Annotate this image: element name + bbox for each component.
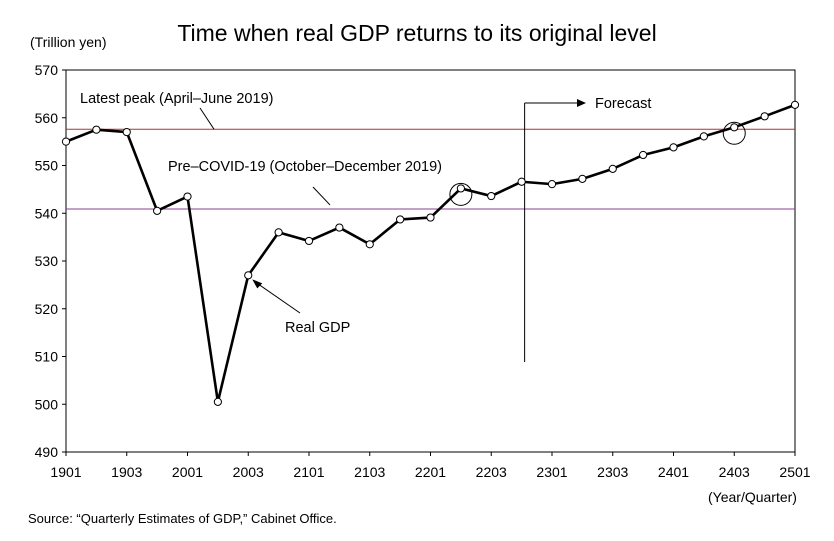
chart-title: Time when real GDP returns to its origin… [177, 20, 657, 46]
x-tick-label: 2401 [658, 464, 689, 480]
data-point [578, 174, 587, 183]
y-tick-label: 500 [35, 396, 59, 412]
x-tick-label: 2403 [719, 464, 750, 480]
data-point [92, 125, 101, 134]
data-point [669, 143, 678, 152]
data-point [790, 100, 800, 109]
x-tick-label: 1901 [50, 464, 81, 480]
data-point [183, 192, 192, 201]
data-point [547, 180, 557, 189]
highlight-circle [722, 121, 746, 145]
data-point [608, 164, 617, 173]
y-tick-label: 510 [35, 349, 59, 365]
data-point [213, 397, 222, 406]
reference-line-label: Pre–COVID-19 (October–December 2019) [168, 159, 442, 175]
data-point [639, 150, 648, 160]
y-tick-label: 570 [35, 62, 59, 78]
x-axis-unit-label: (Year/Quarter) [708, 489, 797, 505]
data-point [335, 223, 344, 232]
series-label-arrowhead [252, 279, 263, 289]
highlight-circle [449, 182, 473, 206]
source-note: Source: “Quarterly Estimates of GDP,” Ca… [28, 511, 337, 526]
series-group [61, 100, 800, 406]
forecast-label: Forecast [595, 96, 651, 112]
y-tick-label: 520 [35, 301, 59, 317]
y-tick-label: 550 [35, 158, 59, 174]
y-tick-label: 530 [35, 253, 59, 269]
data-point [274, 228, 283, 237]
data-point [153, 206, 162, 215]
x-tick-label: 2101 [293, 464, 324, 480]
data-point [426, 213, 435, 222]
plot-frame [65, 69, 796, 453]
series-label: Real GDP [285, 320, 350, 336]
reference-leader-line [199, 107, 215, 130]
data-point [365, 240, 374, 249]
x-tick-label: 2203 [476, 464, 507, 480]
reference-lines-group: Latest peak (April–June 2019) Pre–COVID-1… [66, 91, 795, 210]
reference-leader-line [312, 186, 331, 206]
x-tick-label: 2003 [233, 464, 264, 480]
y-tick-label: 490 [35, 444, 59, 460]
axes-group: 490 500 510 520 530 540 550 560 570 1901 1903 2001 2… [35, 62, 811, 480]
reference-line-label: Latest peak (April–June 2019) [80, 91, 273, 107]
x-tick-label: 1903 [111, 464, 142, 480]
x-tick-label: 2001 [172, 464, 203, 480]
data-point [699, 132, 708, 141]
annotations-group: Forecast Real GDP [252, 96, 746, 362]
x-tick-label: 2103 [354, 464, 385, 480]
x-tick-label: 2301 [536, 464, 567, 480]
x-tick-label: 2303 [597, 464, 628, 480]
series-label-leader [253, 280, 301, 314]
data-point [456, 184, 465, 193]
data-point [61, 137, 71, 146]
data-point [244, 271, 253, 280]
y-tick-label: 560 [35, 110, 59, 126]
y-axis-label: (Trillion yen) [30, 34, 107, 50]
data-point [517, 177, 526, 186]
x-tick-label: 2201 [415, 464, 446, 480]
data-point [730, 123, 739, 132]
data-point [122, 127, 131, 137]
data-point [487, 191, 496, 201]
series-line [65, 103, 796, 404]
data-point [396, 215, 405, 224]
y-tick-label: 540 [35, 205, 59, 221]
forecast-arrowhead [577, 99, 586, 107]
x-tick-label: 2501 [779, 464, 810, 480]
data-point [760, 112, 769, 121]
data-point [304, 236, 314, 246]
